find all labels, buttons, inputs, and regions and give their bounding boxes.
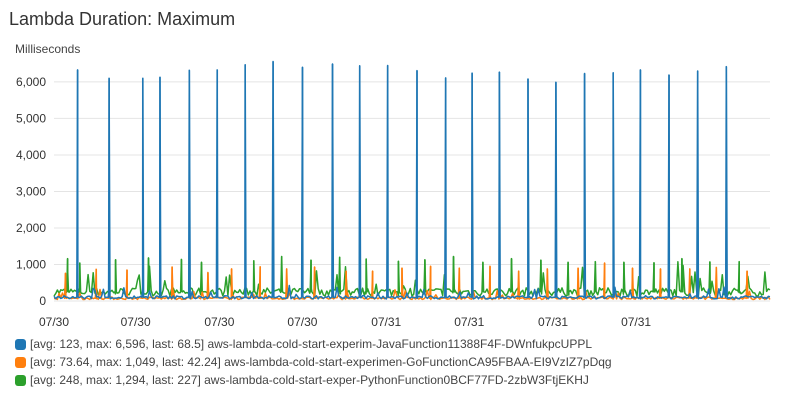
y-tick-label: 6,000 bbox=[16, 75, 46, 89]
y-tick-label: 5,000 bbox=[16, 111, 46, 125]
series-lines bbox=[54, 61, 770, 299]
legend-label: [avg: 123, max: 6,596, last: 68.5] aws-l… bbox=[30, 337, 592, 351]
x-tick-label: 07/30 bbox=[287, 315, 317, 329]
y-tick-label: 1,000 bbox=[16, 257, 46, 271]
x-axis-ticks: 07/30 07/30 07/30 07/30 07/31 07/31 07/31 07/31 bbox=[39, 315, 651, 329]
y-tick-label: 3,000 bbox=[16, 184, 46, 198]
legend-label: [avg: 73.64, max: 1,049, last: 42.24] aw… bbox=[30, 355, 612, 369]
legend-item[interactable]: [avg: 123, max: 6,596, last: 68.5] aws-l… bbox=[15, 335, 612, 353]
x-tick-label: 07/31 bbox=[454, 315, 484, 329]
legend-swatch bbox=[15, 375, 26, 386]
y-axis-ticks: 0 1,000 2,000 3,000 4,000 5,000 6,000 bbox=[16, 75, 46, 308]
x-tick-label: 07/31 bbox=[621, 315, 651, 329]
legend-label: [avg: 248, max: 1,294, last: 227] aws-la… bbox=[30, 373, 589, 387]
x-tick-label: 07/30 bbox=[121, 315, 151, 329]
x-tick-label: 07/30 bbox=[39, 315, 69, 329]
x-tick-label: 07/30 bbox=[204, 315, 234, 329]
y-tick-label: 0 bbox=[39, 294, 46, 308]
legend-item[interactable]: [avg: 73.64, max: 1,049, last: 42.24] aw… bbox=[15, 353, 612, 371]
y-tick-label: 2,000 bbox=[16, 221, 46, 235]
x-tick-label: 07/31 bbox=[371, 315, 401, 329]
legend-swatch bbox=[15, 339, 26, 350]
x-tick-label: 07/31 bbox=[538, 315, 568, 329]
legend: [avg: 123, max: 6,596, last: 68.5] aws-l… bbox=[15, 335, 612, 389]
y-tick-label: 4,000 bbox=[16, 148, 46, 162]
series-line bbox=[54, 62, 770, 300]
legend-swatch bbox=[15, 357, 26, 368]
legend-item[interactable]: [avg: 248, max: 1,294, last: 227] aws-la… bbox=[15, 371, 612, 389]
